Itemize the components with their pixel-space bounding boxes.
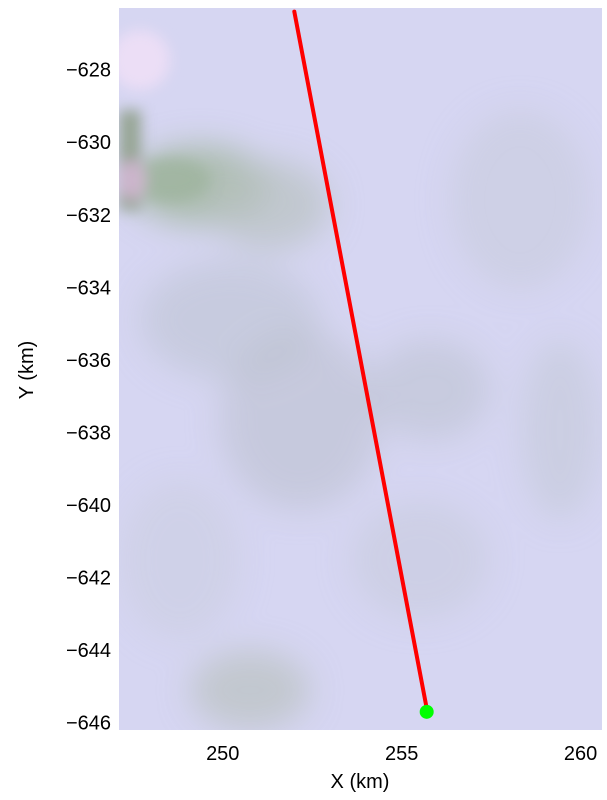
y-tick-label: −634 [66, 277, 111, 299]
y-tick-label: −646 [66, 713, 111, 735]
track-line [292, 9, 429, 711]
y-tick-label: −638 [66, 422, 111, 444]
x-tick-label: 260 [564, 743, 597, 765]
y-axis-label: Y (km) [16, 341, 38, 400]
x-tick-label: 255 [385, 743, 418, 765]
x-axis-label: X (km) [331, 771, 390, 793]
y-axis: −628 −630 −632 −634 −636 −638 −640 −642 −644 −646 [66, 60, 111, 735]
y-tick-label: −644 [66, 640, 111, 662]
x-tick-label: 250 [206, 743, 239, 765]
y-tick-label: −640 [66, 495, 111, 517]
y-tick-label: −642 [66, 568, 111, 590]
y-tick-label: −632 [66, 205, 111, 227]
satellite-background [119, 8, 602, 730]
y-tick-label: −630 [66, 132, 111, 154]
endpoint-marker [419, 704, 434, 719]
y-tick-label: −628 [66, 60, 111, 82]
y-tick-label: −636 [66, 350, 111, 372]
x-axis: 250 255 260 [206, 743, 597, 765]
